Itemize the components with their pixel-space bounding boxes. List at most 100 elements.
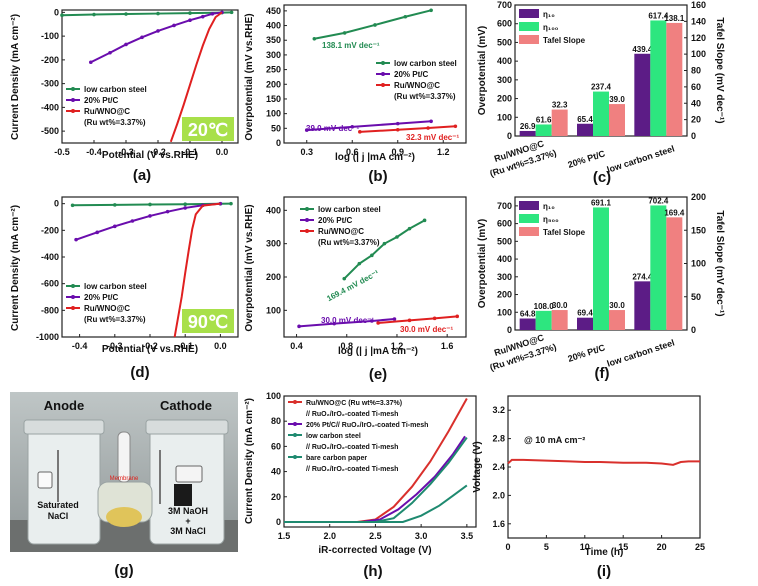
- panel-e-ytick-3: 400: [266, 205, 281, 215]
- panel-b-xtick-3: 1.2: [437, 147, 450, 157]
- panel-d-ytick-4: -800: [41, 305, 59, 315]
- panel-e-legend-2: Ru/WNO@C: [318, 227, 364, 236]
- panel-a-legend-marker-0: [71, 87, 75, 91]
- panel-a-series-1-point-6: [188, 18, 192, 23]
- panel-i-xlabel: Time (h): [585, 547, 624, 558]
- panel-d-series-1-point-4: [148, 214, 152, 218]
- panel-a-ytick-2: -200: [41, 55, 59, 65]
- panel-e-series-2-point-2: [432, 316, 437, 321]
- panel-a-xtick-5: 0.0: [216, 147, 229, 157]
- panel-f-bar-1-0: [535, 310, 552, 330]
- panel-d-ytick-0: 0: [54, 199, 59, 209]
- panel-d-legend-1: 20% Pt/C: [84, 293, 118, 302]
- panel-b-legend-marker-1: [381, 72, 385, 76]
- panel-a-xlabel: Potential (V vs.RHE): [102, 150, 198, 161]
- panel-h-legend-marker-0: [293, 400, 297, 404]
- panel-c-value-0-0: 26.9: [520, 122, 536, 131]
- panel-d-xlabel: Potential (V vs.RHE): [102, 344, 198, 355]
- panel-a-series-1-point-8: [210, 12, 215, 16]
- panel-h-label: (h): [363, 563, 382, 580]
- panel-f-value-2-0: 274.4: [632, 272, 653, 281]
- anode-solution-line2: NaCl: [48, 511, 69, 521]
- panel-c-ytick-4: 400: [497, 56, 512, 66]
- panel-d-xtick-2: -0.2: [142, 341, 158, 351]
- panel-a-series-0-point-6: [229, 10, 234, 15]
- panel-f-bar-2-1: [609, 310, 625, 330]
- panel-f-value-1-2: 30.0: [609, 301, 625, 310]
- panel-h-ytick-2: 40: [271, 467, 281, 477]
- panel-b-series-0-point-3: [403, 14, 408, 19]
- panel-d-series-1-point-6: [183, 206, 187, 210]
- panel-c-y2tick-8: 160: [691, 0, 706, 10]
- panel-a-badge: 20℃: [188, 120, 228, 140]
- panel-e-legend-marker-1: [305, 218, 309, 222]
- panel-c-bar-0-1: [577, 123, 593, 136]
- panel-h-ytick-0: 0: [276, 517, 281, 527]
- panel-a-series-0-point-0: [60, 13, 64, 18]
- panel-c-bar-1-0: [535, 124, 552, 136]
- panel-d-ytick-5: -1000: [36, 332, 59, 342]
- panel-c-bar-0-0: [519, 130, 536, 136]
- panel-a-xtick-2: -0.3: [118, 147, 134, 157]
- cathode-solution-line2: +: [185, 516, 190, 526]
- panel-b-legend-3: (Ru wt%=3.37%): [394, 92, 456, 101]
- panel-c-legend-swatch-0: [519, 9, 539, 18]
- panel-a-xtick-0: -0.5: [54, 147, 70, 157]
- panel-c-value-0-1: 61.6: [536, 115, 552, 124]
- panel-e-series-0-point-0: [342, 276, 347, 281]
- panel-b-annotation-0: 138.1 mV dec⁻¹: [322, 41, 380, 50]
- panel-f-legend-swatch-0: [519, 201, 539, 210]
- panel-a-series-0-point-3: [156, 11, 160, 16]
- panel-h-legend-0: Ru/WNO@C (Ru wt%=3.37%): [306, 400, 402, 407]
- panel-h-xtick-1: 2.0: [323, 531, 336, 541]
- panel-c-bar-2-2: [666, 22, 683, 136]
- panel-d-series-0-point-0: [70, 203, 75, 208]
- panel-e-series-0-point-6: [422, 218, 427, 223]
- panel-h-ytick-3: 60: [271, 441, 281, 451]
- panel-e-xtick-3: 1.6: [441, 341, 454, 351]
- panel-d-xtick-0: -0.4: [72, 341, 88, 351]
- panel-b-series-0-line: [314, 9, 432, 40]
- panel-b-ytick-9: 450: [266, 6, 281, 16]
- panel-e-ytick-2: 300: [266, 239, 281, 249]
- panel-d-badge: 90℃: [188, 312, 228, 332]
- panel-h-xtick-3: 3.0: [415, 531, 428, 541]
- panel-b-ytick-6: 300: [266, 50, 281, 60]
- panel-e-series-2-line: [378, 315, 458, 324]
- panel-f-value-1-1: 691.1: [591, 198, 612, 207]
- panel-f-ytick-5: 500: [497, 236, 512, 246]
- panel-b-xlabel: log (| j |mA cm⁻²): [335, 152, 415, 163]
- panel-b-series-2-point-2: [426, 126, 430, 130]
- panel-e-series-0-point-5: [407, 226, 412, 231]
- panel-c-value-2-2: 138.1: [664, 14, 685, 23]
- panel-e-annotation-0: 169.4 mV dec⁻¹: [325, 268, 380, 303]
- panel-c-value-1-2: 39.0: [609, 95, 625, 104]
- panel-c-value-2-1: 617.4: [648, 11, 669, 20]
- panel-e-series-0-point-3: [382, 241, 387, 246]
- panel-a-series-0-point-4: [188, 11, 192, 15]
- panel-e-series-2-point-3: [455, 314, 460, 319]
- panel-i-label: (i): [597, 563, 611, 580]
- panel-f-legend-1: η₅₀₀: [543, 215, 559, 224]
- panel-e-series-0-point-4: [395, 235, 399, 239]
- panel-i-ylabel: Voltage (V): [472, 441, 483, 492]
- panel-a-series-0-point-1: [92, 12, 96, 17]
- panel-c-value-0-2: 32.3: [552, 101, 568, 110]
- membrane-label: Membrane: [110, 476, 139, 482]
- panel-f-y2tick-4: 200: [691, 192, 706, 202]
- panel-h-ytick-5: 100: [266, 391, 281, 401]
- panel-a-legend-2: Ru/WNO@C: [84, 107, 130, 116]
- panel-a-ylabel: Current Density (mA cm⁻²): [10, 14, 21, 140]
- panel-a-series-0-point-2: [124, 12, 128, 16]
- panel-b-ytick-3: 150: [266, 94, 281, 104]
- panel-a-series-1-point-5: [172, 23, 176, 28]
- panel-d-series-0-point-3: [183, 202, 187, 206]
- panel-c-legend-0: η₁₀: [543, 10, 555, 19]
- panel-b-frame: [283, 4, 467, 144]
- panel-f-bar-0-2: [634, 281, 651, 330]
- panel-b-annotation-1: 39.0 mV dec⁻¹: [306, 124, 359, 133]
- panel-e-xlabel: log (| j |mA cm⁻²): [338, 346, 418, 357]
- panel-h-ylabel: Current Density (mA cm⁻²): [244, 398, 255, 524]
- panel-d-series-1-point-5: [165, 209, 170, 214]
